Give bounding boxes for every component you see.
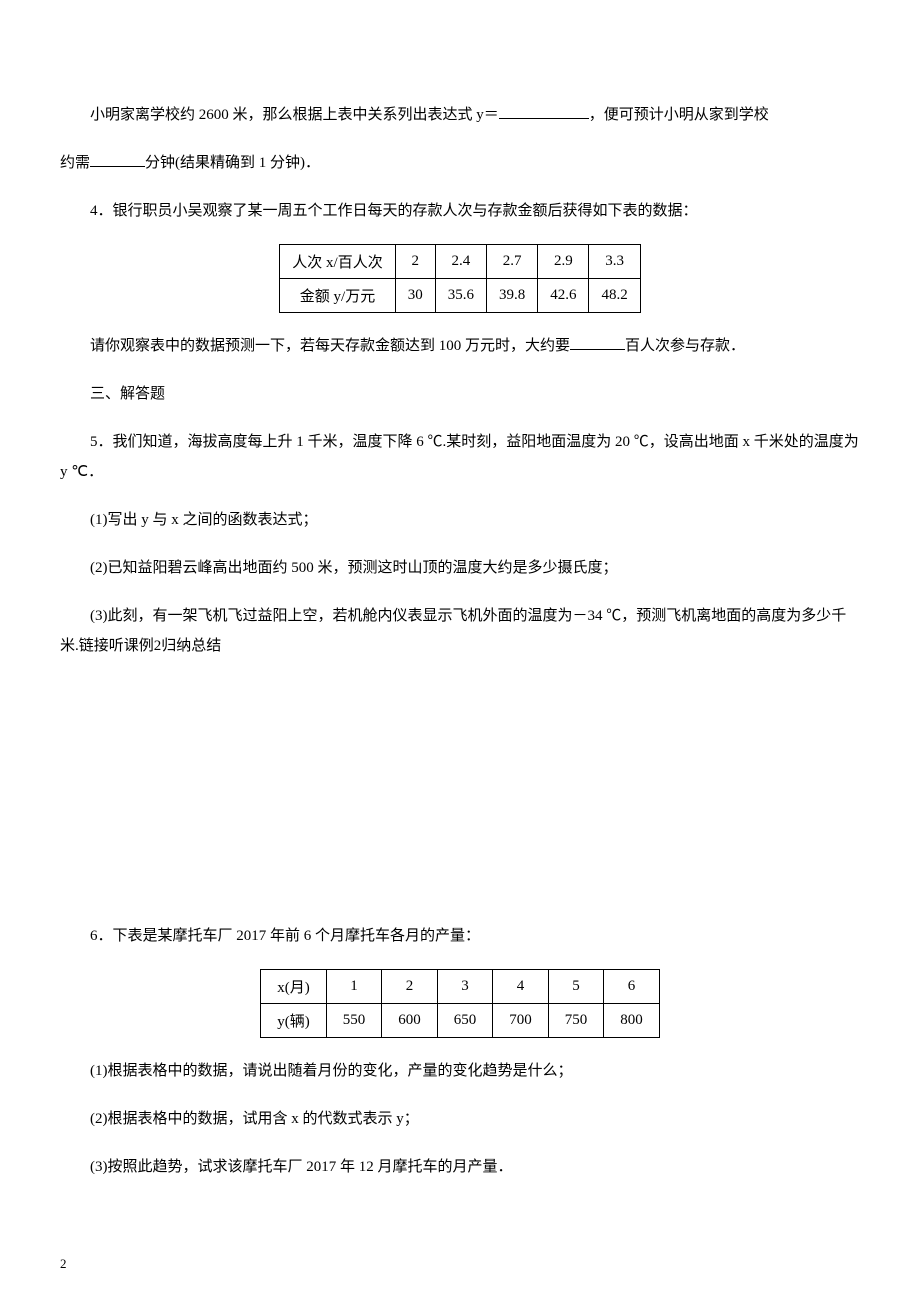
blank-people — [570, 335, 625, 350]
page-number: 2 — [60, 1256, 67, 1272]
q4-cell: 35.6 — [435, 279, 486, 313]
q6-part1: (1)根据表格中的数据，请说出随着月份的变化，产量的变化趋势是什么； — [60, 1056, 860, 1086]
q6-cell: 700 — [493, 1004, 549, 1038]
q4-row2-label: 金额 y/万元 — [280, 279, 395, 313]
blank-expression — [499, 104, 589, 119]
q6-cell: 1 — [326, 970, 382, 1004]
q4-cell: 39.8 — [486, 279, 537, 313]
q6-cell: 800 — [604, 1004, 660, 1038]
q6-cell: 2 — [382, 970, 438, 1004]
q6-part2: (2)根据表格中的数据，试用含 x 的代数式表示 y； — [60, 1104, 860, 1134]
q4-cell: 48.2 — [589, 279, 640, 313]
section-3-heading: 三、解答题 — [60, 379, 860, 409]
q6-cell: 3 — [437, 970, 493, 1004]
q3-text-b: ，便可预计小明从家到学校 — [589, 107, 769, 123]
q6-row1-label: x(月) — [261, 970, 327, 1004]
q3-continuation-line2: 约需 分钟(结果精确到 1 分钟)． — [60, 148, 860, 178]
q6-cell: 750 — [548, 1004, 604, 1038]
q6-cell: 4 — [493, 970, 549, 1004]
table-row: y(辆) 550 600 650 700 750 800 — [261, 1004, 660, 1038]
q4-row1-label: 人次 x/百人次 — [280, 245, 395, 279]
q4-cell: 2.9 — [538, 245, 589, 279]
q4-cell: 2.7 — [486, 245, 537, 279]
table-row: 金额 y/万元 30 35.6 39.8 42.6 48.2 — [280, 279, 640, 313]
q3-text-d: 分钟(结果精确到 1 分钟)． — [145, 155, 320, 171]
q4-followup-a: 请你观察表中的数据预测一下，若每天存款金额达到 100 万元时，大约要 — [90, 338, 570, 354]
q4-followup: 请你观察表中的数据预测一下，若每天存款金额达到 100 万元时，大约要 百人次参与… — [60, 331, 860, 361]
blank-minutes — [90, 152, 145, 167]
q3-text-a: 小明家离学校约 2600 米，那么根据上表中关系列出表达式 y＝ — [90, 107, 499, 123]
q4-cell: 30 — [395, 279, 435, 313]
q4-intro: 4．银行职员小吴观察了某一周五个工作日每天的存款人次与存款金额后获得如下表的数据… — [60, 196, 860, 226]
q3-continuation-line1: 小明家离学校约 2600 米，那么根据上表中关系列出表达式 y＝ ，便可预计小明从… — [60, 100, 860, 130]
q6-part3: (3)按照此趋势，试求该摩托车厂 2017 年 12 月摩托车的月产量． — [60, 1152, 860, 1182]
q6-cell: 5 — [548, 970, 604, 1004]
q4-cell: 3.3 — [589, 245, 640, 279]
table-row: 人次 x/百人次 2 2.4 2.7 2.9 3.3 — [280, 245, 640, 279]
table-row: x(月) 1 2 3 4 5 6 — [261, 970, 660, 1004]
q6-table: x(月) 1 2 3 4 5 6 y(辆) 550 600 650 700 75… — [260, 969, 660, 1038]
q4-table: 人次 x/百人次 2 2.4 2.7 2.9 3.3 金额 y/万元 30 35… — [279, 244, 640, 313]
q6-cell: 650 — [437, 1004, 493, 1038]
q5-part1: (1)写出 y 与 x 之间的函数表达式； — [60, 505, 860, 535]
q4-cell: 42.6 — [538, 279, 589, 313]
q6-row2-label: y(辆) — [261, 1004, 327, 1038]
q5-part2: (2)已知益阳碧云峰高出地面约 500 米，预测这时山顶的温度大约是多少摄氏度； — [60, 553, 860, 583]
q6-cell: 550 — [326, 1004, 382, 1038]
q6-intro: 6．下表是某摩托车厂 2017 年前 6 个月摩托车各月的产量： — [60, 921, 860, 951]
q5-intro: 5．我们知道，海拔高度每上升 1 千米，温度下降 6 ℃.某时刻，益阳地面温度为… — [60, 427, 860, 487]
q4-followup-b: 百人次参与存款． — [625, 338, 745, 354]
q3-text-c: 约需 — [60, 155, 90, 171]
q4-cell: 2 — [395, 245, 435, 279]
q6-cell: 600 — [382, 1004, 438, 1038]
q4-cell: 2.4 — [435, 245, 486, 279]
q6-cell: 6 — [604, 970, 660, 1004]
q5-part3: (3)此刻，有一架飞机飞过益阳上空，若机舱内仪表显示飞机外面的温度为－34 ℃，… — [60, 601, 860, 661]
